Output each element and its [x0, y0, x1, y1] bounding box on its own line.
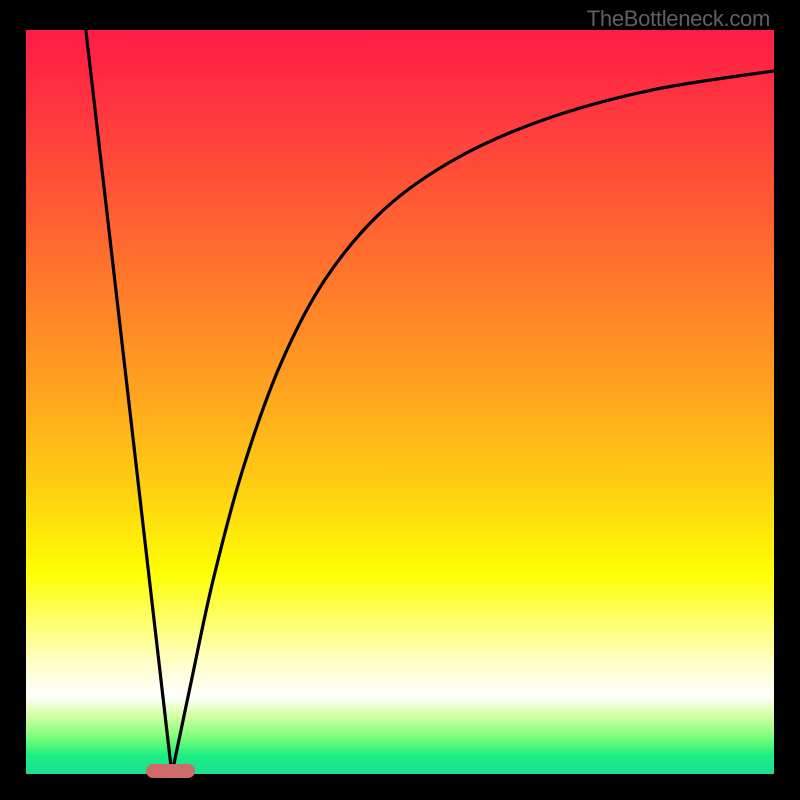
gradient-background — [26, 30, 774, 774]
chart-container: { "watermark": { "text": "TheBottleneck.… — [0, 0, 800, 800]
chart-svg — [26, 30, 774, 774]
plot-area — [26, 30, 774, 774]
border-right — [774, 0, 800, 800]
vertex-marker — [146, 764, 195, 778]
border-left — [0, 0, 26, 800]
watermark-text: TheBottleneck.com — [587, 6, 770, 32]
border-bottom — [0, 774, 800, 800]
